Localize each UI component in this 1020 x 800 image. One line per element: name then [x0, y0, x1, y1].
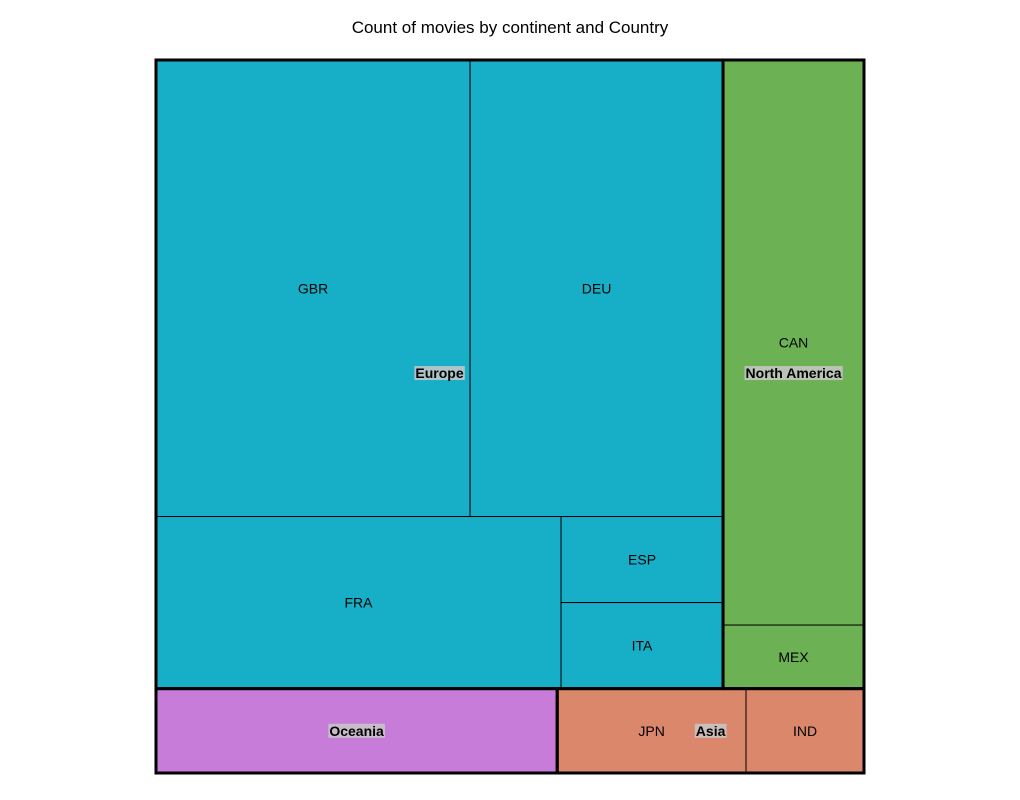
cell-label-ind: IND	[793, 723, 817, 739]
cell-label-fra: FRA	[345, 595, 374, 611]
treemap-cell-can	[722, 59, 865, 626]
treemap-labels: GBR DEU FRA ESP ITA CAN MEX JPN IND Europe North A…	[298, 280, 843, 739]
chart-title: Count of movies by continent and Country	[352, 18, 669, 37]
cell-label-ita: ITA	[632, 638, 653, 654]
cell-label-gbr: GBR	[298, 280, 328, 296]
treemap-cell-fra	[155, 516, 562, 690]
group-border-asia	[555, 687, 866, 775]
cell-label-deu: DEU	[582, 280, 612, 296]
group-label-oceania: Oceania	[329, 723, 384, 739]
group-label-bg-europe	[414, 366, 465, 381]
cell-label-esp: ESP	[628, 552, 656, 568]
treemap-cell-gbr	[155, 59, 471, 518]
cell-label-can: CAN	[779, 335, 809, 351]
cell-label-jpn: JPN	[638, 723, 664, 739]
treemap-cell-ita	[560, 602, 724, 690]
group-label-asia: Asia	[696, 723, 726, 739]
group-label-europe: Europe	[415, 365, 463, 381]
treemap-group-borders	[154, 58, 866, 775]
group-label-bg-asia	[694, 723, 727, 738]
group-label-bg-oceania	[328, 723, 386, 738]
group-label-bg-north-america	[744, 366, 843, 381]
group-label-north-america: North America	[746, 365, 842, 381]
cell-label-mex: MEX	[778, 649, 809, 665]
treemap-cells	[155, 59, 865, 774]
treemap-cell-esp	[560, 516, 724, 604]
treemap-cell-ind	[745, 688, 865, 774]
treemap-cell-deu	[469, 59, 724, 518]
